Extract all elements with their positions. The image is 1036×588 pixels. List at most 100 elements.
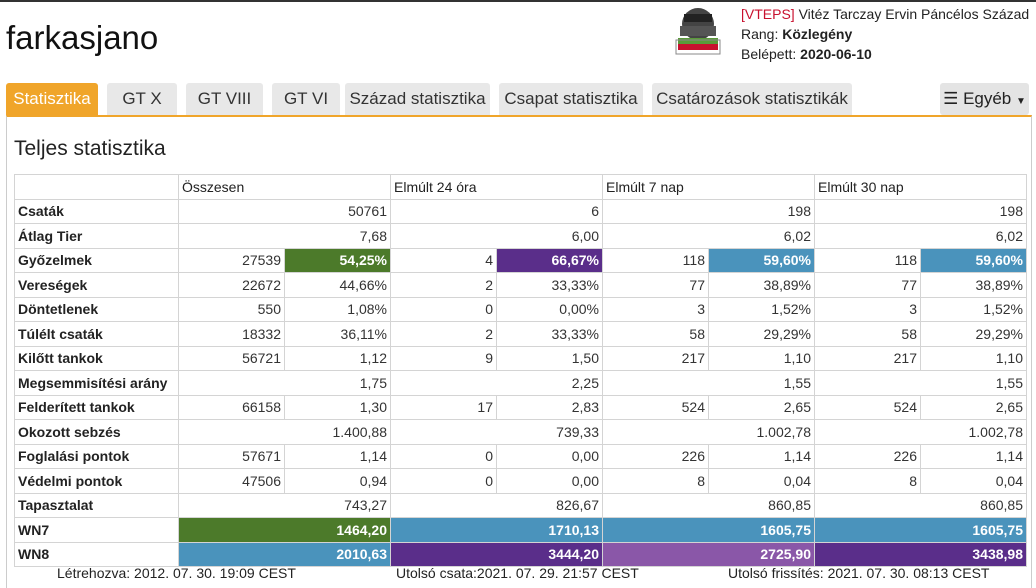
ratio-cell: 1,14 [284,443,391,469]
value-cell: 6,02 [602,223,815,249]
value-cell: 860,85 [814,492,1027,518]
wn7-cell: 1464,20 [178,517,391,543]
table-row: Átlag Tier 7,68 6,00 6,02 6,02 [14,223,1027,249]
clan-name[interactable]: Vitéz Tarczay Ervin Páncélos Század [798,6,1030,22]
value-cell: 2,25 [390,370,603,396]
row-label: Győzelmek [14,247,179,273]
row-label: Felderített tankok [14,394,179,420]
value-cell: 6 [390,198,603,224]
rank-value: Közlegény [782,26,853,42]
count-cell: 66158 [178,394,285,420]
count-cell: 3 [814,296,921,322]
ratio-cell: 1,14 [708,443,815,469]
chevron-down-icon: ▼ [1016,96,1026,107]
table-row: Védelmi pontok 47506 0,94 0 0,00 8 0,04 8 0,04 [14,468,1027,494]
row-label: Döntetlenek [14,296,179,322]
tab-csapat-statisztika[interactable]: Csapat statisztika [499,83,643,115]
header-empty-cell [14,174,179,200]
row-label: Vereségek [14,272,179,298]
count-cell: 58 [814,321,921,347]
value-cell: 860,85 [602,492,815,518]
more-menu-button[interactable]: ☰ Egyéb ▼ [940,83,1029,115]
tab-csatarozasok-statisztikak[interactable]: Csatározások statisztikák [652,83,852,115]
column-header: Elmúlt 24 óra [390,174,603,200]
ratio-cell: 44,66% [284,272,391,298]
value-cell: 743,27 [178,492,391,518]
count-cell: 524 [814,394,921,420]
value-cell: 826,67 [390,492,603,518]
ratio-cell: 1,14 [920,443,1027,469]
ratio-cell: 33,33% [496,321,603,347]
hamburger-icon: ☰ [943,89,959,108]
tab-bar: Statisztika GT X GT VIII GT VI Század st… [6,83,1030,115]
ratio-cell: 0,00 [496,468,603,494]
row-label: Védelmi pontok [14,468,179,494]
table-row: WN8 2010,63 3444,20 2725,90 3438,98 [14,541,1027,567]
count-cell: 2 [390,321,497,347]
created-timestamp: Létrehozva: 2012. 07. 30. 19:09 CEST [57,565,296,581]
row-label: Megsemmisítési arány [14,370,179,396]
row-label: Csaták [14,198,179,224]
ratio-cell: 0,94 [284,468,391,494]
ratio-cell: 2,65 [708,394,815,420]
count-cell: 550 [178,296,285,322]
clan-emblem-icon[interactable] [668,2,728,60]
table-row: Megsemmisítési arány 1,75 2,25 1,55 1,55 [14,370,1027,396]
joined-date: 2020-06-10 [800,46,872,62]
count-cell: 8 [814,468,921,494]
last-refresh-timestamp: Utolsó frissítés: 2021. 07. 30. 08:13 CE… [728,565,990,581]
tab-statisztika[interactable]: Statisztika [6,83,98,115]
clan-tag-link[interactable]: [VTEPS] [741,6,795,22]
tab-gt-viii[interactable]: GT VIII [186,83,263,115]
value-cell: 1,55 [602,370,815,396]
tab-gt-vi[interactable]: GT VI [272,83,340,115]
ratio-cell: 38,89% [708,272,815,298]
ratio-cell: 1,10 [920,345,1027,371]
count-cell: 3 [602,296,709,322]
ratio-cell: 29,29% [920,321,1027,347]
more-menu-label: Egyéb [963,89,1012,108]
count-cell: 18332 [178,321,285,347]
value-cell: 198 [602,198,815,224]
rank-label: Rang: [741,26,779,42]
value-cell: 7,68 [178,223,391,249]
wn8-cell: 2725,90 [602,541,815,567]
win-rate-cell: 54,25% [284,247,391,273]
last-battle-timestamp: Utolsó csata:2021. 07. 29. 21:57 CEST [396,565,639,581]
count-cell: 118 [602,247,709,273]
value-cell: 1,55 [814,370,1027,396]
ratio-cell: 1,08% [284,296,391,322]
count-cell: 0 [390,468,497,494]
tab-gt-x[interactable]: GT X [107,83,177,115]
column-header: Összesen [178,174,391,200]
table-header-row: Összesen Elmúlt 24 óra Elmúlt 7 nap Elmú… [14,174,1027,200]
joined-label: Belépett: [741,46,797,62]
row-label: WN8 [14,541,179,567]
count-cell: 58 [602,321,709,347]
count-cell: 57671 [178,443,285,469]
wn7-cell: 1605,75 [814,517,1027,543]
count-cell: 56721 [178,345,285,371]
table-row: Döntetlenek 550 1,08% 0 0,00% 3 1,52% 3 1,52% [14,296,1027,322]
ratio-cell: 29,29% [708,321,815,347]
row-label: Okozott sebzés [14,419,179,445]
count-cell: 2 [390,272,497,298]
ratio-cell: 0,00% [496,296,603,322]
row-label: Kilőtt tankok [14,345,179,371]
value-cell: 1.400,88 [178,419,391,445]
row-label: WN7 [14,517,179,543]
wn8-cell: 2010,63 [178,541,391,567]
tab-szazad-statisztika[interactable]: Század statisztika [345,83,490,115]
table-row: Felderített tankok 66158 1,30 17 2,83 524 2,65… [14,394,1027,420]
count-cell: 47506 [178,468,285,494]
wn8-cell: 3438,98 [814,541,1027,567]
ratio-cell: 2,65 [920,394,1027,420]
value-cell: 1.002,78 [602,419,815,445]
table-row: Csaták 50761 6 198 198 [14,198,1027,224]
ratio-cell: 1,52% [920,296,1027,322]
count-cell: 4 [390,247,497,273]
win-rate-cell: 59,60% [920,247,1027,273]
row-label: Foglalási pontok [14,443,179,469]
column-header: Elmúlt 7 nap [602,174,815,200]
count-cell: 9 [390,345,497,371]
